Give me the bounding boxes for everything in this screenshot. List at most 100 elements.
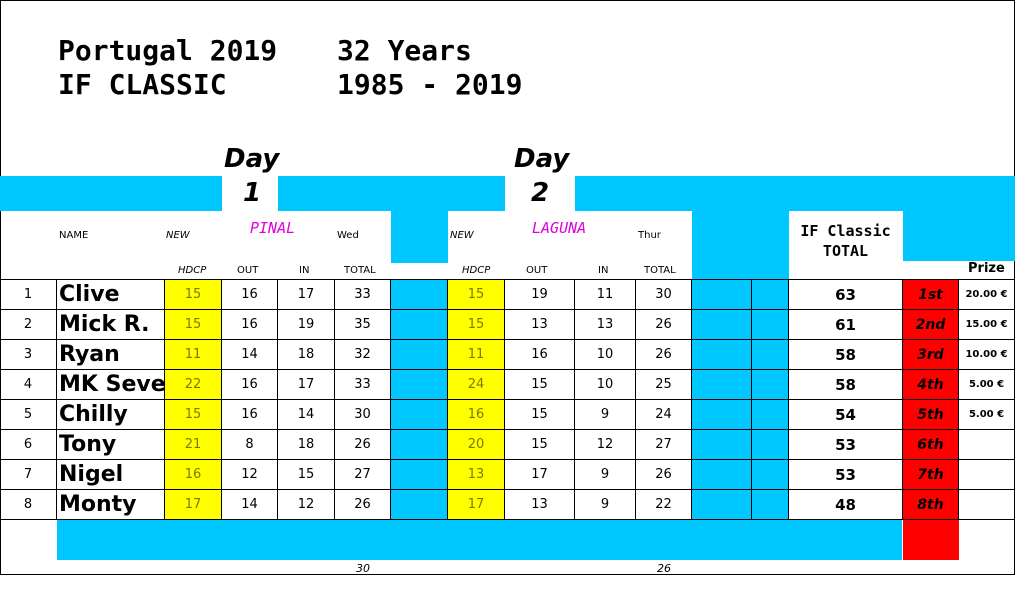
day1-out-cell: 16 [222, 400, 278, 430]
player-name: Ryan [57, 340, 165, 370]
day1-in-cell: 18 [278, 340, 335, 370]
position-cell: 2 [0, 310, 57, 340]
day2-total-cell: 25 [636, 370, 692, 400]
overall-total-cell: 53 [789, 430, 903, 460]
finish-place-cell: 5th [903, 400, 959, 430]
cyan-footer-band [57, 520, 902, 560]
day2-out-cell: 17 [505, 460, 575, 490]
out-label-2: OUT [526, 265, 548, 276]
day1-in-cell: 18 [278, 430, 335, 460]
spacer-cell [692, 460, 752, 490]
day2-total-cell: 30 [636, 280, 692, 310]
cyan-block [391, 211, 448, 263]
total-label-1: TOTAL [344, 265, 376, 276]
spacer-cell [391, 310, 448, 340]
day2-in-cell: 9 [575, 460, 636, 490]
prize-cell: 5.00 € [959, 400, 1015, 430]
finish-place-cell: 2nd [903, 310, 959, 340]
day1-out-cell: 14 [222, 340, 278, 370]
day2-hdcp-cell: 20 [448, 430, 505, 460]
day2-hdcp-cell: 24 [448, 370, 505, 400]
prize-header: Prize [968, 261, 1005, 276]
if-total-header-line2: TOTAL [822, 242, 869, 260]
classic-title: IF CLASSIC [58, 68, 227, 101]
day1-hdcp-cell: 15 [165, 310, 222, 340]
position-cell: 6 [0, 430, 57, 460]
finish-place-cell: 6th [903, 430, 959, 460]
prize-cell: 10.00 € [959, 340, 1015, 370]
day1-in-cell: 17 [278, 370, 335, 400]
day1-total-cell: 26 [335, 430, 391, 460]
day2-hdcp-cell: 15 [448, 310, 505, 340]
day2-in-cell: 9 [575, 400, 636, 430]
finish-place-cell: 8th [903, 490, 959, 520]
cyan-band [575, 176, 1015, 211]
day2-in-cell: 9 [575, 490, 636, 520]
player-name: Tony [57, 430, 165, 460]
player-name: Monty [57, 490, 165, 520]
day2-total-cell: 26 [636, 460, 692, 490]
finish-place-cell: 3rd [903, 340, 959, 370]
spacer-cell [692, 310, 752, 340]
if-total-header-line1: IF Classic [800, 222, 891, 240]
in-label-1: IN [299, 265, 310, 276]
course-2: LAGUNA [532, 219, 587, 237]
day1-hdcp-cell: 15 [165, 280, 222, 310]
spacer-cell [692, 280, 752, 310]
if-total-header: IF Classic TOTAL [789, 221, 902, 261]
out-label-1: OUT [237, 265, 259, 276]
new-label-2: NEW [450, 230, 474, 241]
table-top-border [0, 279, 1015, 280]
event-title: Portugal 2019 [58, 34, 278, 67]
spacer-cell [752, 400, 789, 430]
overall-total-cell: 48 [789, 490, 903, 520]
player-name: Clive [57, 280, 165, 310]
spacer-cell [692, 430, 752, 460]
day2-total-cell: 26 [636, 340, 692, 370]
day1-total-cell: 35 [335, 310, 391, 340]
day1-best-score: 30 [356, 562, 370, 575]
day2-out-cell: 15 [505, 400, 575, 430]
day1-out-cell: 16 [222, 280, 278, 310]
spacer-cell [752, 310, 789, 340]
spacer-cell [752, 460, 789, 490]
weekday-2: Thur [638, 230, 661, 241]
overall-total-cell: 61 [789, 310, 903, 340]
total-label-2: TOTAL [644, 265, 676, 276]
player-name: Mick R. [57, 310, 165, 340]
player-name: MK Seve [57, 370, 165, 400]
spacer-cell [391, 490, 448, 520]
spacer-cell [391, 280, 448, 310]
day1-out-cell: 8 [222, 430, 278, 460]
spacer-cell [752, 430, 789, 460]
spacer-cell [391, 370, 448, 400]
position-cell: 8 [0, 490, 57, 520]
day1-number: 1 [243, 178, 262, 208]
day1-out-cell: 12 [222, 460, 278, 490]
prize-cell: 15.00 € [959, 310, 1015, 340]
position-cell: 4 [0, 370, 57, 400]
new-label-1: NEW [166, 230, 190, 241]
day2-hdcp-cell: 11 [448, 340, 505, 370]
cyan-band [278, 176, 505, 211]
overall-total-cell: 63 [789, 280, 903, 310]
day2-in-cell: 10 [575, 370, 636, 400]
day2-in-cell: 10 [575, 340, 636, 370]
spacer-cell [391, 340, 448, 370]
position-cell: 7 [0, 460, 57, 490]
day2-out-cell: 13 [505, 310, 575, 340]
position-cell: 3 [0, 340, 57, 370]
day1-label: Day [224, 144, 280, 174]
spacer-cell [692, 370, 752, 400]
position-cell: 1 [0, 280, 57, 310]
day1-hdcp-cell: 15 [165, 400, 222, 430]
hdcp-label-1: HDCP [178, 265, 207, 276]
hdcp-label-2: HDCP [462, 265, 491, 276]
day1-out-cell: 16 [222, 310, 278, 340]
day2-hdcp-cell: 17 [448, 490, 505, 520]
prize-cell [959, 490, 1015, 520]
spacer-cell [752, 490, 789, 520]
overall-total-cell: 53 [789, 460, 903, 490]
day1-total-cell: 30 [335, 400, 391, 430]
day2-in-cell: 12 [575, 430, 636, 460]
